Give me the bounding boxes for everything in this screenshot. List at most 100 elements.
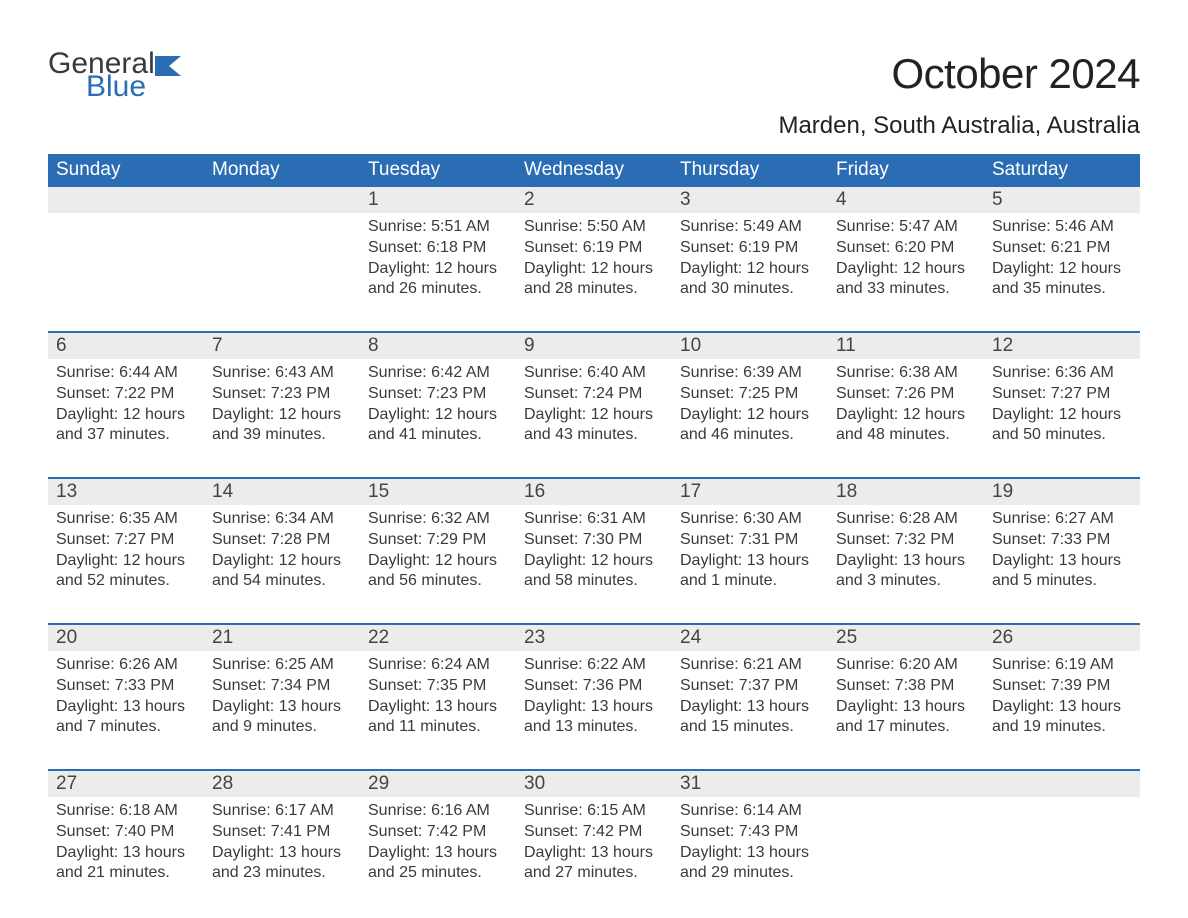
sunset-line: Sunset: 6:19 PM	[680, 238, 820, 259]
daylight-line: Daylight: 13 hours and 5 minutes.	[992, 551, 1132, 593]
day-cell: Sunrise: 6:32 AMSunset: 7:29 PMDaylight:…	[360, 505, 516, 605]
day-cell: Sunrise: 6:34 AMSunset: 7:28 PMDaylight:…	[204, 505, 360, 605]
daynum-row: 12345	[48, 187, 1140, 213]
brand-logo: General Blue	[48, 50, 185, 100]
day-number: 22	[360, 625, 516, 651]
sunrise-line: Sunrise: 6:34 AM	[212, 509, 352, 530]
day-cell: Sunrise: 5:49 AMSunset: 6:19 PMDaylight:…	[672, 213, 828, 313]
day-cell: Sunrise: 6:16 AMSunset: 7:42 PMDaylight:…	[360, 797, 516, 897]
day-cell	[828, 797, 984, 897]
day-content-row: Sunrise: 6:18 AMSunset: 7:40 PMDaylight:…	[48, 797, 1140, 897]
sunrise-line: Sunrise: 5:50 AM	[524, 217, 664, 238]
day-cell: Sunrise: 6:28 AMSunset: 7:32 PMDaylight:…	[828, 505, 984, 605]
daylight-line: Daylight: 13 hours and 3 minutes.	[836, 551, 976, 593]
day-cell: Sunrise: 6:42 AMSunset: 7:23 PMDaylight:…	[360, 359, 516, 459]
sunrise-line: Sunrise: 6:19 AM	[992, 655, 1132, 676]
sunrise-line: Sunrise: 6:25 AM	[212, 655, 352, 676]
sunrise-line: Sunrise: 6:39 AM	[680, 363, 820, 384]
day-content-row: Sunrise: 6:35 AMSunset: 7:27 PMDaylight:…	[48, 505, 1140, 605]
daylight-line: Daylight: 12 hours and 46 minutes.	[680, 405, 820, 447]
day-number: 11	[828, 333, 984, 359]
daylight-line: Daylight: 12 hours and 26 minutes.	[368, 259, 508, 301]
day-number: 6	[48, 333, 204, 359]
day-cell: Sunrise: 6:30 AMSunset: 7:31 PMDaylight:…	[672, 505, 828, 605]
sunset-line: Sunset: 7:25 PM	[680, 384, 820, 405]
daylight-line: Daylight: 12 hours and 30 minutes.	[680, 259, 820, 301]
sunset-line: Sunset: 7:37 PM	[680, 676, 820, 697]
day-number: 24	[672, 625, 828, 651]
day-cell: Sunrise: 6:19 AMSunset: 7:39 PMDaylight:…	[984, 651, 1140, 751]
sunset-line: Sunset: 7:23 PM	[368, 384, 508, 405]
sunrise-line: Sunrise: 6:14 AM	[680, 801, 820, 822]
day-cell: Sunrise: 5:47 AMSunset: 6:20 PMDaylight:…	[828, 213, 984, 313]
day-number: 15	[360, 479, 516, 505]
weekday-header: Saturday	[984, 154, 1140, 187]
calendar: SundayMondayTuesdayWednesdayThursdayFrid…	[48, 154, 1140, 897]
sunrise-line: Sunrise: 6:32 AM	[368, 509, 508, 530]
sunset-line: Sunset: 7:33 PM	[992, 530, 1132, 551]
day-number: 17	[672, 479, 828, 505]
day-cell: Sunrise: 6:21 AMSunset: 7:37 PMDaylight:…	[672, 651, 828, 751]
calendar-week: 2728293031Sunrise: 6:18 AMSunset: 7:40 P…	[48, 769, 1140, 897]
sunset-line: Sunset: 7:22 PM	[56, 384, 196, 405]
sunset-line: Sunset: 7:34 PM	[212, 676, 352, 697]
daynum-row: 20212223242526	[48, 625, 1140, 651]
sunset-line: Sunset: 7:39 PM	[992, 676, 1132, 697]
daylight-line: Daylight: 13 hours and 13 minutes.	[524, 697, 664, 739]
day-cell: Sunrise: 6:15 AMSunset: 7:42 PMDaylight:…	[516, 797, 672, 897]
daynum-row: 13141516171819	[48, 479, 1140, 505]
day-number	[828, 771, 984, 797]
day-number: 5	[984, 187, 1140, 213]
day-cell: Sunrise: 6:31 AMSunset: 7:30 PMDaylight:…	[516, 505, 672, 605]
day-cell: Sunrise: 6:35 AMSunset: 7:27 PMDaylight:…	[48, 505, 204, 605]
sunrise-line: Sunrise: 6:22 AM	[524, 655, 664, 676]
day-cell: Sunrise: 6:24 AMSunset: 7:35 PMDaylight:…	[360, 651, 516, 751]
day-number: 25	[828, 625, 984, 651]
sunrise-line: Sunrise: 6:17 AM	[212, 801, 352, 822]
day-cell: Sunrise: 6:20 AMSunset: 7:38 PMDaylight:…	[828, 651, 984, 751]
day-number: 31	[672, 771, 828, 797]
sunset-line: Sunset: 7:36 PM	[524, 676, 664, 697]
daylight-line: Daylight: 12 hours and 54 minutes.	[212, 551, 352, 593]
daylight-line: Daylight: 12 hours and 41 minutes.	[368, 405, 508, 447]
flag-icon	[155, 54, 185, 78]
day-cell: Sunrise: 6:26 AMSunset: 7:33 PMDaylight:…	[48, 651, 204, 751]
sunset-line: Sunset: 6:21 PM	[992, 238, 1132, 259]
sunset-line: Sunset: 7:41 PM	[212, 822, 352, 843]
day-cell: Sunrise: 6:44 AMSunset: 7:22 PMDaylight:…	[48, 359, 204, 459]
day-cell: Sunrise: 6:18 AMSunset: 7:40 PMDaylight:…	[48, 797, 204, 897]
daylight-line: Daylight: 12 hours and 28 minutes.	[524, 259, 664, 301]
day-number: 8	[360, 333, 516, 359]
day-cell: Sunrise: 6:40 AMSunset: 7:24 PMDaylight:…	[516, 359, 672, 459]
sunrise-line: Sunrise: 6:16 AM	[368, 801, 508, 822]
weekday-header: Thursday	[672, 154, 828, 187]
sunrise-line: Sunrise: 5:47 AM	[836, 217, 976, 238]
sunset-line: Sunset: 6:19 PM	[524, 238, 664, 259]
day-number: 3	[672, 187, 828, 213]
daylight-line: Daylight: 13 hours and 27 minutes.	[524, 843, 664, 885]
header: General Blue October 2024 Marden, South …	[48, 50, 1140, 140]
day-cell: Sunrise: 5:51 AMSunset: 6:18 PMDaylight:…	[360, 213, 516, 313]
day-number	[984, 771, 1140, 797]
day-content-row: Sunrise: 5:51 AMSunset: 6:18 PMDaylight:…	[48, 213, 1140, 313]
sunrise-line: Sunrise: 6:31 AM	[524, 509, 664, 530]
day-number: 13	[48, 479, 204, 505]
day-number: 18	[828, 479, 984, 505]
day-cell	[48, 213, 204, 313]
day-number: 1	[360, 187, 516, 213]
day-cell: Sunrise: 6:27 AMSunset: 7:33 PMDaylight:…	[984, 505, 1140, 605]
daylight-line: Daylight: 13 hours and 23 minutes.	[212, 843, 352, 885]
sunrise-line: Sunrise: 6:20 AM	[836, 655, 976, 676]
sunset-line: Sunset: 7:35 PM	[368, 676, 508, 697]
daylight-line: Daylight: 12 hours and 50 minutes.	[992, 405, 1132, 447]
calendar-week: 13141516171819Sunrise: 6:35 AMSunset: 7:…	[48, 477, 1140, 605]
sunset-line: Sunset: 7:23 PM	[212, 384, 352, 405]
day-cell	[984, 797, 1140, 897]
daylight-line: Daylight: 13 hours and 29 minutes.	[680, 843, 820, 885]
day-cell	[204, 213, 360, 313]
daylight-line: Daylight: 13 hours and 17 minutes.	[836, 697, 976, 739]
weekday-header: Friday	[828, 154, 984, 187]
sunset-line: Sunset: 7:27 PM	[56, 530, 196, 551]
day-number: 16	[516, 479, 672, 505]
weekday-header: Tuesday	[360, 154, 516, 187]
